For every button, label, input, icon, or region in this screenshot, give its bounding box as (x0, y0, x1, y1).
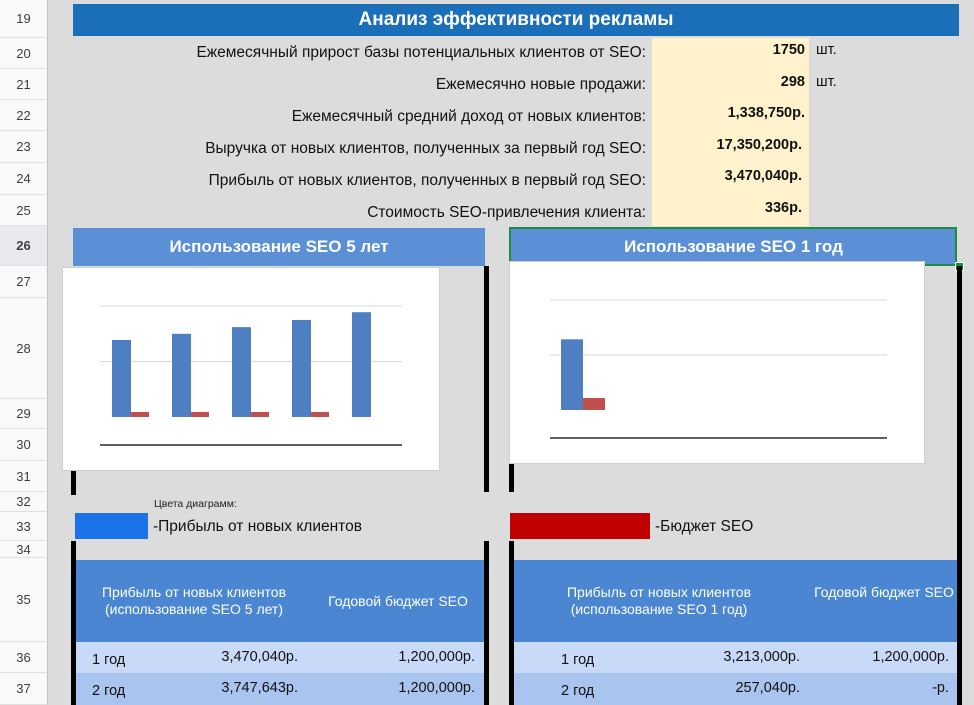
row-header[interactable]: 22 (0, 100, 48, 131)
row-header[interactable]: 24 (0, 163, 48, 195)
table-row: 1 год 3,213,000р. 1,200,000р. (514, 642, 957, 673)
budget-cell[interactable]: 1,200,000р. (398, 649, 475, 665)
metric-value[interactable]: 1,338,750р. (727, 105, 805, 121)
border-line (71, 468, 76, 495)
metric-value[interactable]: 3,470,040р. (724, 168, 802, 184)
profit-cell[interactable]: 3,470,040р. (221, 649, 298, 665)
row-header[interactable]: 23 (0, 131, 48, 163)
border-line (484, 266, 489, 492)
row-header[interactable]: 26 (0, 226, 48, 266)
legend-caption: Цвета диаграмм: (154, 498, 237, 510)
left-section-title: Использование SEO 5 лет (73, 228, 485, 266)
metric-label: Прибыль от новых клиентов, полученных в … (208, 172, 646, 189)
year-cell[interactable]: 1 год (561, 652, 595, 668)
border-line (509, 541, 514, 705)
table-row: 1 год 3,470,040р. 1,200,000р. (76, 642, 484, 673)
metric-value[interactable]: 1750 (772, 42, 805, 58)
header-profit-5-years: Прибыль от новых клиентов (использование… (101, 584, 287, 617)
profit-bar (112, 339, 131, 417)
profit-color-swatch (75, 513, 148, 539)
border-line (484, 541, 489, 705)
profit-bar (232, 327, 251, 417)
metric-unit: шт. (816, 42, 837, 58)
bar-chart-1-year (550, 299, 887, 439)
row-header[interactable]: 32 (0, 492, 48, 512)
metric-label: Ежемесячно новые продажи: (435, 76, 646, 93)
left-table-header: Прибыль от новых клиентов (использование… (76, 560, 484, 642)
row-header[interactable]: 36 (0, 642, 48, 673)
year-cell[interactable]: 1 год (92, 652, 126, 668)
row-header[interactable]: 33 (0, 512, 48, 541)
chart-seo-5-years[interactable] (62, 267, 440, 471)
year-cell[interactable]: 2 год (561, 683, 595, 699)
row-header[interactable]: 30 (0, 429, 48, 461)
metric-value[interactable]: 298 (780, 74, 805, 90)
row-header[interactable]: 20 (0, 38, 48, 69)
value-column-background (652, 38, 809, 226)
budget-bar (191, 412, 209, 417)
row-header[interactable]: 27 (0, 266, 48, 298)
header-budget: Годовой бюджет SEO (814, 584, 954, 600)
metric-label: Ежемесячный средний доход от новых клиен… (291, 108, 646, 125)
budget-cell[interactable]: 1,200,000р. (872, 649, 949, 665)
budget-color-swatch (510, 513, 650, 539)
budget-legend-label: -Бюджет SEO (655, 518, 754, 535)
metric-label: Выручка от новых клиентов, полученных за… (205, 140, 646, 157)
profit-bar (292, 319, 311, 417)
budget-bar (131, 412, 149, 417)
border-line (71, 541, 76, 705)
budget-bar (251, 412, 269, 417)
right-table-header: Прибыль от новых клиентов (использование… (514, 560, 957, 642)
profit-legend-label: -Прибыль от новых клиентов (153, 518, 362, 535)
profit-bar (561, 339, 583, 410)
row-header[interactable]: 35 (0, 558, 48, 642)
metric-value[interactable]: 17,350,200р. (716, 137, 802, 153)
metric-label: Ежемесячный прирост базы потенциальных к… (196, 44, 646, 61)
metric-value[interactable]: 336р. (764, 200, 802, 216)
bar-chart-5-years (100, 305, 402, 446)
budget-bar (583, 398, 605, 410)
chart-seo-1-year[interactable] (509, 261, 925, 464)
table-row: 2 год 3,747,643р. 1,200,000р. (76, 673, 484, 705)
year-cell[interactable]: 2 год (92, 683, 126, 699)
profit-bar (172, 333, 191, 417)
header-budget: Годовой бюджет SEO (328, 593, 468, 609)
table-row: 2 год 257,040р. -р. (514, 673, 957, 705)
profit-cell[interactable]: 257,040р. (735, 680, 800, 696)
row-header[interactable]: 29 (0, 399, 48, 429)
budget-cell[interactable]: -р. (932, 680, 949, 696)
page-title: Анализ эффективности рекламы (73, 4, 959, 36)
metric-unit: шт. (816, 74, 837, 90)
profit-bar (352, 312, 371, 417)
metric-label: Стоимость SEO-привлечения клиента: (367, 204, 646, 221)
header-profit-1-year: Прибыль от новых клиентов (использование… (566, 584, 752, 617)
row-header[interactable]: 25 (0, 195, 48, 226)
row-header[interactable]: 28 (0, 298, 48, 399)
profit-cell[interactable]: 3,747,643р. (221, 680, 298, 696)
budget-bar (311, 412, 329, 417)
row-header[interactable]: 31 (0, 461, 48, 492)
profit-cell[interactable]: 3,213,000р. (723, 649, 800, 665)
row-header[interactable]: 34 (0, 541, 48, 558)
right-section-title: Использование SEO 1 год (510, 228, 957, 266)
budget-cell[interactable]: 1,200,000р. (398, 680, 475, 696)
row-header[interactable]: 37 (0, 673, 48, 705)
row-header[interactable]: 21 (0, 69, 48, 100)
border-line (957, 266, 962, 705)
row-header[interactable]: 19 (0, 0, 48, 38)
